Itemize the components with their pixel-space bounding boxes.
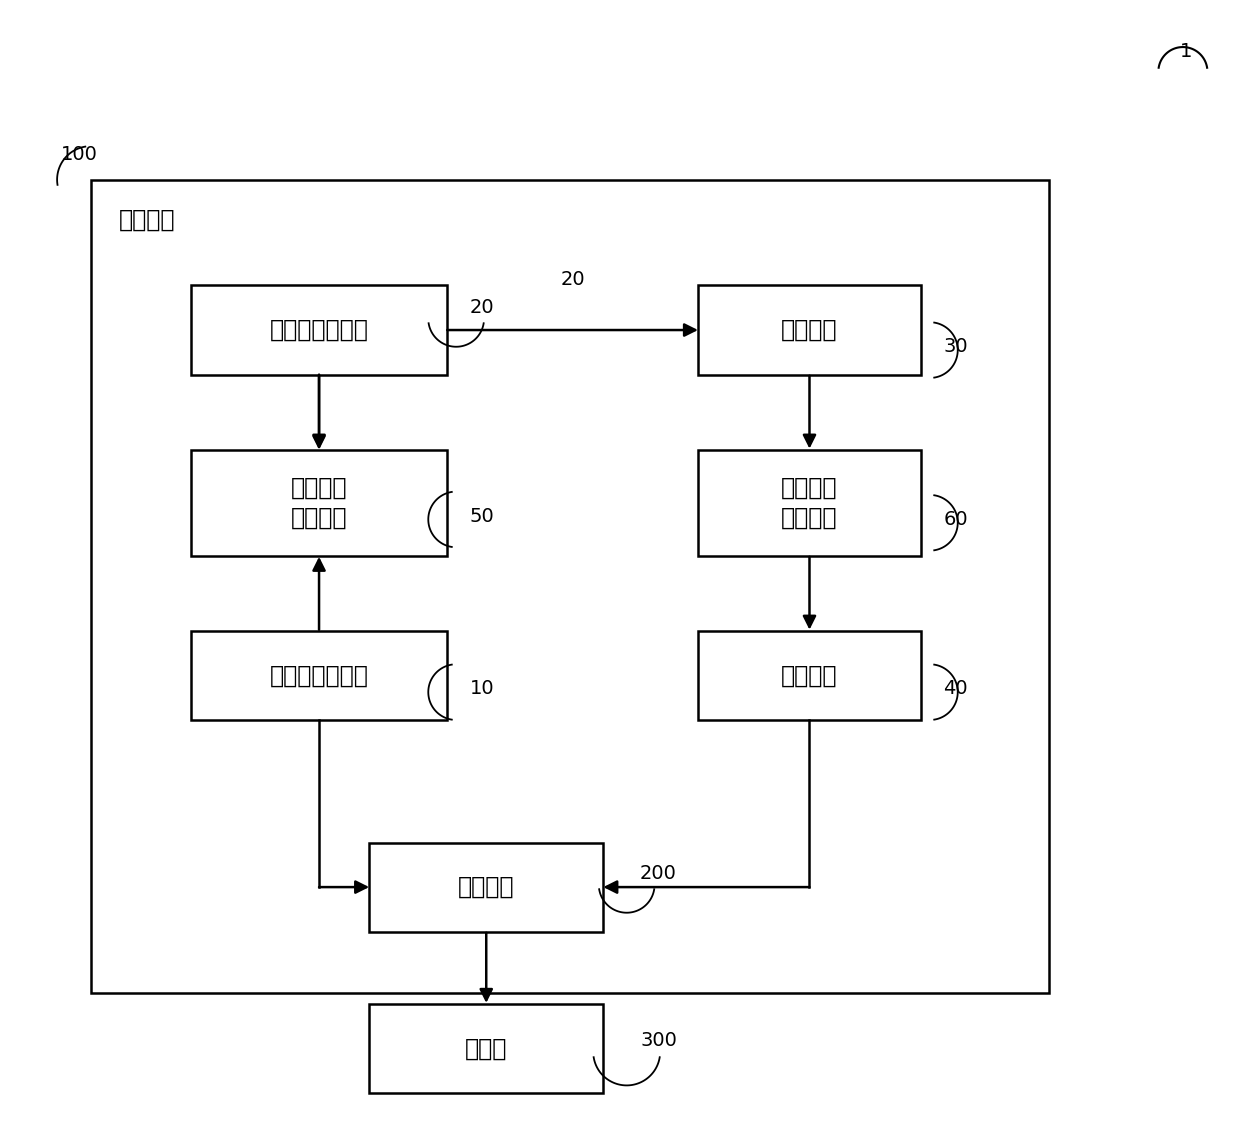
FancyBboxPatch shape <box>698 450 921 556</box>
Text: 20: 20 <box>470 298 495 317</box>
Text: 第一信号
隔离模块: 第一信号 隔离模块 <box>291 476 347 529</box>
FancyBboxPatch shape <box>191 631 448 720</box>
Text: 抛光轮: 抛光轮 <box>465 1037 507 1060</box>
Text: 40: 40 <box>944 679 968 698</box>
FancyBboxPatch shape <box>370 1004 604 1093</box>
Text: 30: 30 <box>944 337 968 356</box>
Text: 300: 300 <box>640 1031 677 1050</box>
FancyBboxPatch shape <box>191 285 448 374</box>
FancyBboxPatch shape <box>370 843 604 932</box>
Text: 控制模块: 控制模块 <box>781 663 838 687</box>
Text: 10: 10 <box>470 679 495 698</box>
FancyBboxPatch shape <box>698 285 921 374</box>
FancyBboxPatch shape <box>698 631 921 720</box>
Text: 50: 50 <box>470 506 495 526</box>
Text: 伺服电机: 伺服电机 <box>458 875 515 899</box>
Text: 60: 60 <box>944 510 968 529</box>
Text: 200: 200 <box>640 864 677 883</box>
Text: 20: 20 <box>560 271 585 290</box>
Text: 控制装置: 控制装置 <box>118 208 175 231</box>
Text: 1: 1 <box>1180 42 1193 61</box>
Text: 第二信号
隔离模块: 第二信号 隔离模块 <box>781 476 838 529</box>
Text: 100: 100 <box>61 144 97 164</box>
Text: 处理模块: 处理模块 <box>781 318 838 342</box>
Text: 扚力值换算模块: 扚力值换算模块 <box>269 318 368 342</box>
FancyBboxPatch shape <box>191 450 448 556</box>
Text: 负载率采集模块: 负载率采集模块 <box>269 663 368 687</box>
